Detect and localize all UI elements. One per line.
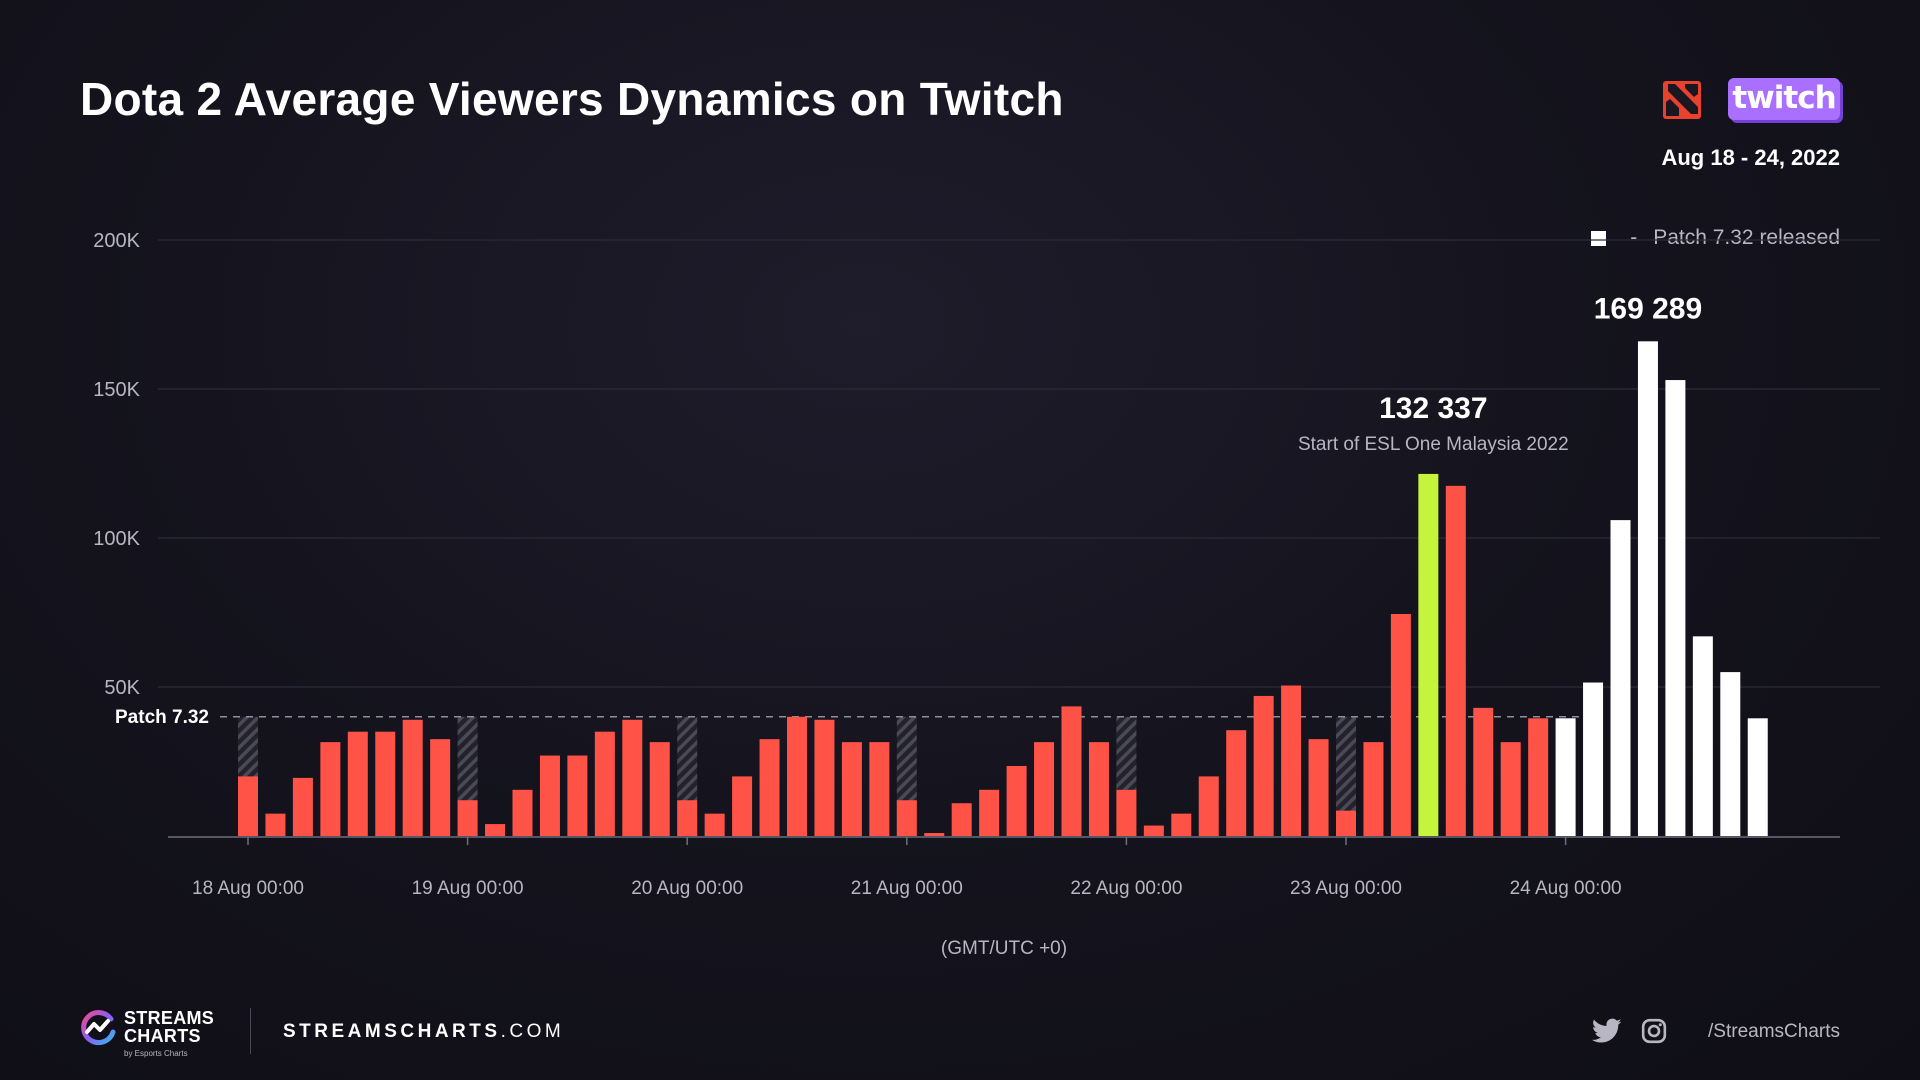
- site-tld: .COM: [500, 1021, 565, 1042]
- bar: [1692, 636, 1713, 836]
- bar: [787, 716, 807, 836]
- bar: [1528, 718, 1549, 836]
- bar: [1500, 742, 1521, 836]
- bar: [1665, 380, 1686, 836]
- hatched-bar: [1336, 716, 1356, 836]
- brand-name: STREAMS CHARTS: [124, 1009, 214, 1045]
- x-tick-label: 22 Aug 00:00: [1070, 878, 1182, 899]
- bar: [896, 800, 917, 836]
- streams-charts-logo-icon: [81, 1010, 116, 1046]
- bar: [1390, 613, 1411, 836]
- annotation-note: Start of ESL One Malaysia 2022: [1298, 434, 1569, 455]
- date-range: Aug 18 - 24, 2022: [1661, 145, 1840, 170]
- x-tick-label: 20 Aug 00:00: [631, 878, 743, 899]
- twitch-logo: twitch: [1728, 78, 1840, 120]
- x-axis-title: (GMT/UTC +0): [941, 938, 1067, 959]
- bar: [1253, 695, 1274, 836]
- social-handle[interactable]: /StreamsCharts: [1708, 1021, 1840, 1042]
- bar: [841, 742, 862, 836]
- bar: [1281, 685, 1302, 836]
- bar: [320, 742, 341, 836]
- x-tick-label: 21 Aug 00:00: [851, 878, 963, 899]
- axes: 200K 150K 100K 50K 18 Aug 00:00 19 Aug 00:00 2…: [93, 230, 1840, 959]
- twitter-icon[interactable]: [1592, 1018, 1622, 1044]
- y-tick-label: 100K: [93, 528, 140, 550]
- instagram-icon[interactable]: [1641, 1018, 1667, 1044]
- y-tick-label: 50K: [104, 677, 140, 699]
- y-tick-label: 150K: [93, 379, 140, 401]
- bar: [1637, 341, 1658, 836]
- bar: [1088, 742, 1109, 836]
- x-tick-label: 18 Aug 00:00: [192, 878, 304, 899]
- reference-line-label: Patch 7.32: [115, 707, 209, 728]
- bar: [1336, 810, 1356, 836]
- bar: [951, 803, 972, 836]
- bars: [238, 341, 1768, 836]
- bar: [1198, 776, 1219, 836]
- legend-label: Patch 7.32 released: [1653, 226, 1840, 249]
- annotations: Start of ESL One Malaysia 2022 132 337 169…: [1298, 292, 1702, 455]
- bar: [622, 719, 643, 836]
- site-link[interactable]: STREAMSCHARTS.COM: [283, 1021, 564, 1043]
- bar: [567, 755, 588, 836]
- annotation-value: 132 337: [1379, 392, 1487, 425]
- bar: [430, 739, 451, 836]
- chart-title: Dota 2 Average Viewers Dynamics on Twitc…: [80, 73, 1064, 125]
- bar: [1061, 706, 1082, 836]
- bar: [1034, 742, 1055, 836]
- bar: [759, 739, 780, 836]
- x-tick-label: 24 Aug 00:00: [1510, 878, 1622, 899]
- bar: [457, 800, 478, 836]
- chart-legend: - Patch 7.32 released: [1591, 226, 1840, 250]
- bar: [1473, 707, 1494, 836]
- bar: [1720, 672, 1741, 836]
- bar: [979, 789, 1000, 836]
- bar: [924, 833, 945, 836]
- bar: [1418, 473, 1439, 836]
- bar: [347, 731, 368, 836]
- bar: [1143, 825, 1164, 836]
- bar: [485, 824, 506, 836]
- x-tick-label: 23 Aug 00:00: [1290, 878, 1402, 899]
- bar: [539, 755, 560, 836]
- bar: [1583, 682, 1604, 836]
- bar: [649, 742, 670, 836]
- bar: [1747, 718, 1768, 836]
- brand-line1: STREAMS: [124, 1008, 215, 1028]
- bar: [512, 789, 533, 836]
- y-tick-label: 200K: [93, 230, 140, 252]
- annotation-value: 169 289: [1594, 292, 1702, 325]
- bar: [1116, 789, 1137, 836]
- brand-subtitle: by Esports Charts: [124, 1049, 188, 1058]
- brand-line2: CHARTS: [124, 1026, 201, 1046]
- dota2-logo-icon: [1663, 81, 1701, 119]
- bar: [814, 719, 835, 836]
- legend-separator: -: [1630, 226, 1638, 249]
- bar: [292, 777, 313, 836]
- footer-divider: [250, 1008, 251, 1054]
- bar: [402, 719, 423, 836]
- bar: [375, 731, 396, 836]
- bar: [1445, 485, 1466, 836]
- reference-line-group: Patch 7.32: [115, 707, 1590, 728]
- bar: [1363, 742, 1384, 836]
- bar: [238, 776, 258, 836]
- bar: [1308, 739, 1329, 836]
- bar: [1610, 520, 1631, 836]
- bar: [1226, 730, 1247, 836]
- bar: [594, 731, 615, 836]
- x-tick-label: 19 Aug 00:00: [412, 878, 524, 899]
- bar: [704, 813, 725, 836]
- bar: [265, 813, 286, 836]
- legend-swatch-white: [1591, 230, 1607, 246]
- bar: [869, 742, 890, 836]
- bar: [1555, 718, 1576, 836]
- bar: [732, 776, 753, 836]
- site-bold: STREAMSCHARTS: [283, 1021, 501, 1042]
- bar: [1171, 813, 1192, 836]
- bar: [677, 800, 698, 836]
- bar: [1006, 765, 1027, 836]
